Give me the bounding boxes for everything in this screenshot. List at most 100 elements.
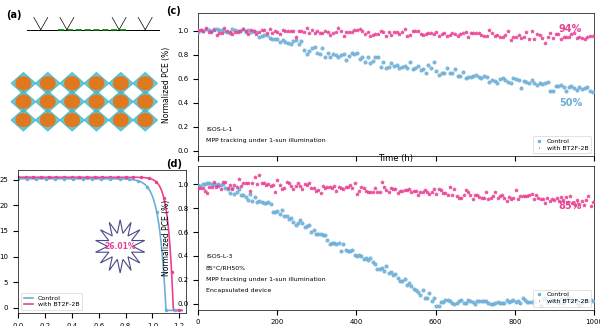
Circle shape xyxy=(40,77,55,90)
Point xyxy=(272,178,282,183)
Point xyxy=(472,73,481,78)
Point xyxy=(334,185,343,190)
Circle shape xyxy=(113,77,128,90)
Point xyxy=(570,297,580,303)
Point xyxy=(564,84,574,90)
Point xyxy=(454,196,464,201)
Control xyxy=(164,308,171,312)
Circle shape xyxy=(65,114,79,126)
Point xyxy=(281,29,290,34)
Point xyxy=(238,27,248,32)
Point xyxy=(356,254,366,259)
Point xyxy=(452,193,461,198)
Point xyxy=(371,32,380,37)
Point xyxy=(212,32,221,37)
Point xyxy=(459,301,469,306)
Point xyxy=(413,289,423,294)
Point xyxy=(559,301,568,306)
Point xyxy=(511,77,521,82)
Point xyxy=(263,181,273,186)
Point xyxy=(488,301,498,306)
Point xyxy=(541,201,550,206)
Point xyxy=(268,30,277,36)
Point xyxy=(469,73,478,78)
Point xyxy=(498,34,508,39)
Point xyxy=(583,85,592,90)
Point xyxy=(345,183,355,188)
Point xyxy=(249,28,259,33)
Point xyxy=(311,232,321,237)
Point xyxy=(426,31,436,36)
Point xyxy=(294,41,304,47)
Point xyxy=(341,58,351,63)
Point xyxy=(470,302,479,307)
Point xyxy=(360,32,370,37)
Point xyxy=(283,28,293,33)
Circle shape xyxy=(138,77,152,90)
Point xyxy=(365,255,375,260)
with BT2F-2B xyxy=(163,211,170,215)
Point xyxy=(392,30,401,35)
Circle shape xyxy=(65,95,79,108)
Point xyxy=(368,59,377,64)
Point xyxy=(217,28,227,33)
Point xyxy=(278,38,287,43)
Point xyxy=(503,80,513,85)
Point xyxy=(397,30,407,35)
Point xyxy=(407,189,416,195)
Point xyxy=(437,32,446,37)
Point xyxy=(443,193,452,198)
Point xyxy=(450,31,460,36)
Text: ISOS-L-3: ISOS-L-3 xyxy=(206,254,232,259)
Point xyxy=(410,65,420,70)
Point xyxy=(328,30,338,35)
Point xyxy=(459,192,469,197)
Point xyxy=(214,27,224,32)
Point xyxy=(304,223,314,228)
Point xyxy=(304,31,314,36)
Point xyxy=(500,301,509,306)
Point xyxy=(449,302,459,307)
Point xyxy=(482,75,491,80)
Text: (d): (d) xyxy=(166,159,182,169)
Point xyxy=(349,52,359,57)
Point xyxy=(198,186,208,191)
Point xyxy=(317,46,327,51)
Point xyxy=(277,186,287,191)
Point xyxy=(206,29,216,35)
Point xyxy=(535,33,544,38)
Point xyxy=(343,249,353,254)
Point xyxy=(513,299,523,304)
Point xyxy=(375,189,385,194)
Point xyxy=(520,298,530,303)
Point xyxy=(320,186,330,191)
Point xyxy=(422,190,432,195)
Point xyxy=(588,34,598,39)
Point xyxy=(580,37,590,42)
Point xyxy=(493,196,502,201)
Point xyxy=(455,74,465,79)
Point xyxy=(565,298,575,304)
Point xyxy=(575,35,584,40)
Point xyxy=(453,33,463,38)
Point xyxy=(490,33,499,38)
Point xyxy=(234,186,244,192)
Point xyxy=(461,301,470,306)
Point xyxy=(325,241,334,246)
Point xyxy=(436,299,446,304)
Point xyxy=(474,30,484,35)
Point xyxy=(376,64,386,69)
Point xyxy=(343,184,353,189)
Point xyxy=(193,27,203,33)
Point xyxy=(522,193,532,199)
Point xyxy=(332,242,341,247)
Point xyxy=(218,181,228,186)
Point xyxy=(468,196,478,201)
Point xyxy=(220,185,230,191)
Point xyxy=(508,34,518,39)
Point xyxy=(524,193,534,198)
Point xyxy=(506,37,515,42)
Point xyxy=(316,231,325,237)
Point xyxy=(519,34,529,39)
Point xyxy=(437,71,446,76)
